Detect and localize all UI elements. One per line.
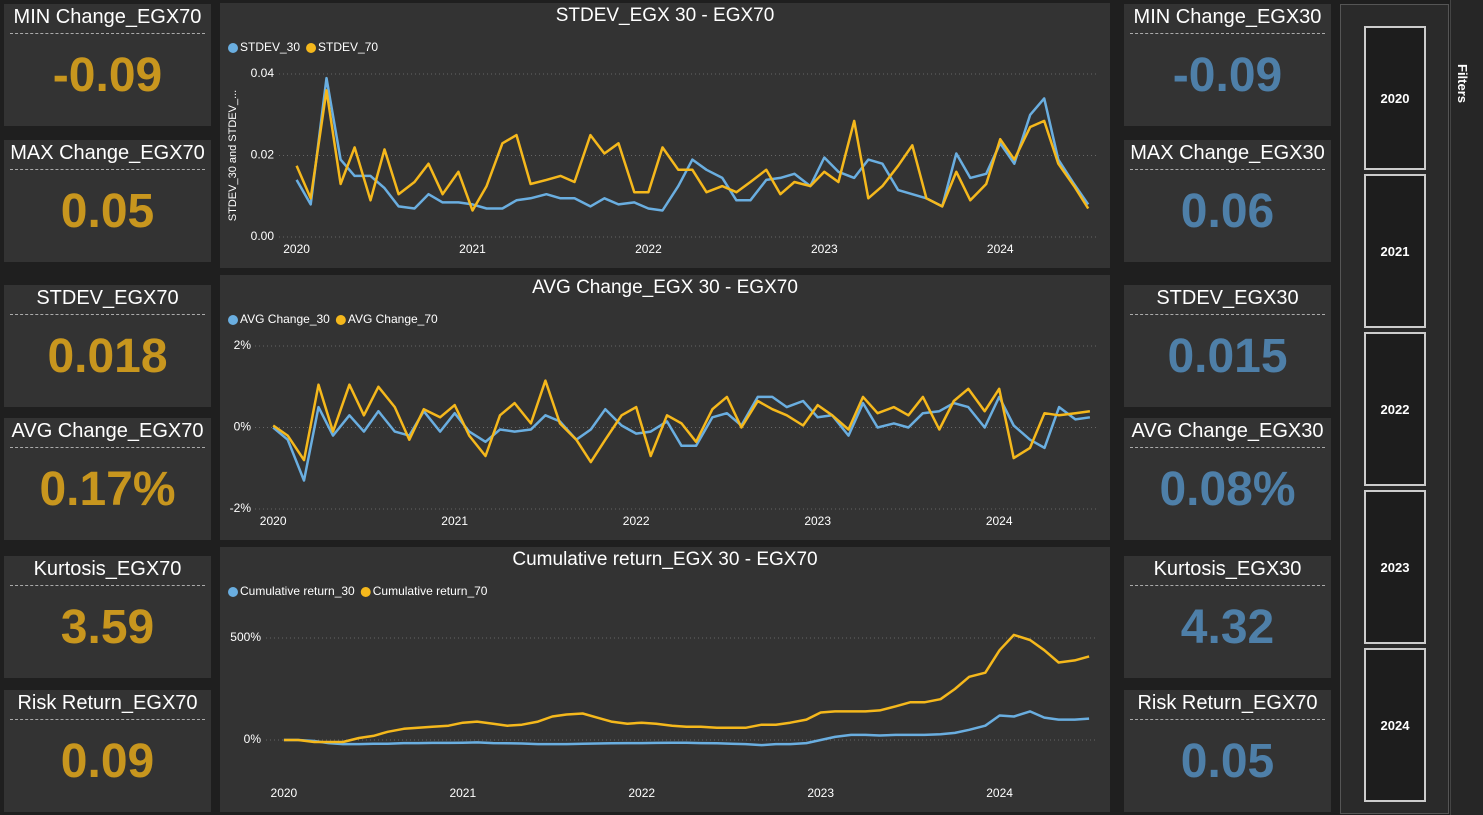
kpi-label: MAX Change_EGX70 <box>10 142 205 170</box>
kpi-value: 4.32 <box>1180 601 1275 654</box>
legend-marker <box>228 43 238 53</box>
kpi-card: Kurtosis_EGX70 3.59 <box>4 556 211 678</box>
kpi-value: 0.05 <box>60 185 155 238</box>
legend-label: Cumulative return_70 <box>373 584 488 598</box>
kpi-card: MAX Change_EGX70 0.05 <box>4 140 211 262</box>
legend-label: STDEV_70 <box>318 40 378 54</box>
kpi-label: MIN Change_EGX70 <box>10 6 205 34</box>
chart-title: STDEV_EGX 30 - EGX70 <box>556 5 775 26</box>
kpi-label: AVG Change_EGX70 <box>10 420 205 448</box>
series-line <box>295 76 1090 212</box>
kpi-card: STDEV_EGX30 0.015 <box>1124 285 1331 407</box>
charts: STDEV_EGX 30 - EGX70 STDEV_30 and STDEV_.… <box>220 3 1110 812</box>
kpi-card: Risk Return_EGX70 0.05 <box>1124 690 1331 812</box>
y-tick-label: 2% <box>234 338 252 352</box>
legend-label: STDEV_30 <box>240 40 300 54</box>
slicer-button[interactable]: 2022 <box>1364 332 1426 486</box>
chart-panel <box>220 3 1110 268</box>
kpi-card: MIN Change_EGX70 -0.09 <box>4 4 211 126</box>
x-tick-label: 2023 <box>811 242 838 256</box>
filters-pane[interactable]: Filters <box>1450 0 1483 815</box>
legend-label: AVG Change_30 <box>240 312 330 326</box>
legend-marker <box>228 315 238 325</box>
x-tick-label: 2020 <box>260 514 287 528</box>
kpi-value: 0.09 <box>60 735 155 788</box>
kpi-value: 0.06 <box>1180 185 1275 238</box>
x-tick-label: 2024 <box>986 514 1013 528</box>
y-tick-label: 0.00 <box>251 229 275 243</box>
chart-title: Cumulative return_EGX 30 - EGX70 <box>512 549 817 570</box>
kpi-value: 0.018 <box>47 330 168 383</box>
kpi-value: -0.09 <box>52 49 163 102</box>
y-tick-label: -2% <box>230 501 252 515</box>
kpi-value: 0.17% <box>39 463 176 516</box>
y-tick-label: 0.02 <box>251 148 275 162</box>
kpi-value: -0.09 <box>1172 49 1283 102</box>
kpi-card: AVG Change_EGX70 0.17% <box>4 418 211 540</box>
y-tick-label: 500% <box>230 630 261 644</box>
x-tick-label: 2022 <box>628 786 655 800</box>
year-slicer: 2020 2021 2022 2023 2024 <box>1340 4 1449 814</box>
series-line <box>283 710 1090 747</box>
kpi-value: 3.59 <box>60 601 155 654</box>
x-tick-label: 2022 <box>623 514 650 528</box>
kpi-label: Kurtosis_EGX30 <box>1130 558 1325 586</box>
kpi-label: MAX Change_EGX30 <box>1130 142 1325 170</box>
kpi-label: AVG Change_EGX30 <box>1130 420 1325 448</box>
y-axis-title: STDEV_30 and STDEV_... <box>227 90 239 221</box>
slicer-button[interactable]: 2020 <box>1364 26 1426 170</box>
legend-marker <box>306 43 317 53</box>
legend-marker <box>335 315 346 325</box>
y-tick-label: 0% <box>234 420 252 434</box>
x-tick-label: 2024 <box>986 786 1013 800</box>
kpi-label: Kurtosis_EGX70 <box>10 558 205 586</box>
slicer-button[interactable]: 2021 <box>1364 174 1426 328</box>
x-tick-label: 2022 <box>635 242 662 256</box>
kpi-card: AVG Change_EGX30 0.08% <box>1124 418 1331 540</box>
chart-title: AVG Change_EGX 30 - EGX70 <box>532 277 798 298</box>
series-line <box>272 379 1091 464</box>
filters-label[interactable]: Filters <box>1455 64 1470 104</box>
legend-marker <box>360 587 371 597</box>
x-tick-label: 2021 <box>441 514 468 528</box>
x-tick-label: 2020 <box>271 786 298 800</box>
x-tick-label: 2024 <box>987 242 1014 256</box>
kpi-card: Kurtosis_EGX30 4.32 <box>1124 556 1331 678</box>
y-tick-label: 0% <box>244 732 262 746</box>
legend-label: AVG Change_70 <box>348 312 438 326</box>
kpi-label: Risk Return_EGX70 <box>10 692 205 720</box>
kpi-card: MAX Change_EGX30 0.06 <box>1124 140 1331 262</box>
slicer-button[interactable]: 2023 <box>1364 490 1426 644</box>
y-tick-label: 0.04 <box>251 66 275 80</box>
kpi-value: 0.08% <box>1159 463 1296 516</box>
series-line <box>283 633 1090 744</box>
kpi-value: 0.05 <box>1180 735 1275 788</box>
x-tick-label: 2021 <box>459 242 486 256</box>
x-tick-label: 2020 <box>283 242 310 256</box>
kpi-label: STDEV_EGX30 <box>1130 287 1325 315</box>
kpi-card: STDEV_EGX70 0.018 <box>4 285 211 407</box>
x-tick-label: 2023 <box>804 514 831 528</box>
slicer-button[interactable]: 2024 <box>1364 648 1426 802</box>
kpi-label: STDEV_EGX70 <box>10 287 205 315</box>
kpi-label: Risk Return_EGX70 <box>1130 692 1325 720</box>
kpi-card: MIN Change_EGX30 -0.09 <box>1124 4 1331 126</box>
legend-label: Cumulative return_30 <box>240 584 355 598</box>
x-tick-label: 2023 <box>807 786 834 800</box>
series-line <box>295 89 1090 212</box>
legend-marker <box>228 587 238 597</box>
kpi-card: Risk Return_EGX70 0.09 <box>4 690 211 812</box>
kpi-label: MIN Change_EGX30 <box>1130 6 1325 34</box>
x-tick-label: 2021 <box>449 786 476 800</box>
kpi-value: 0.015 <box>1167 330 1288 383</box>
